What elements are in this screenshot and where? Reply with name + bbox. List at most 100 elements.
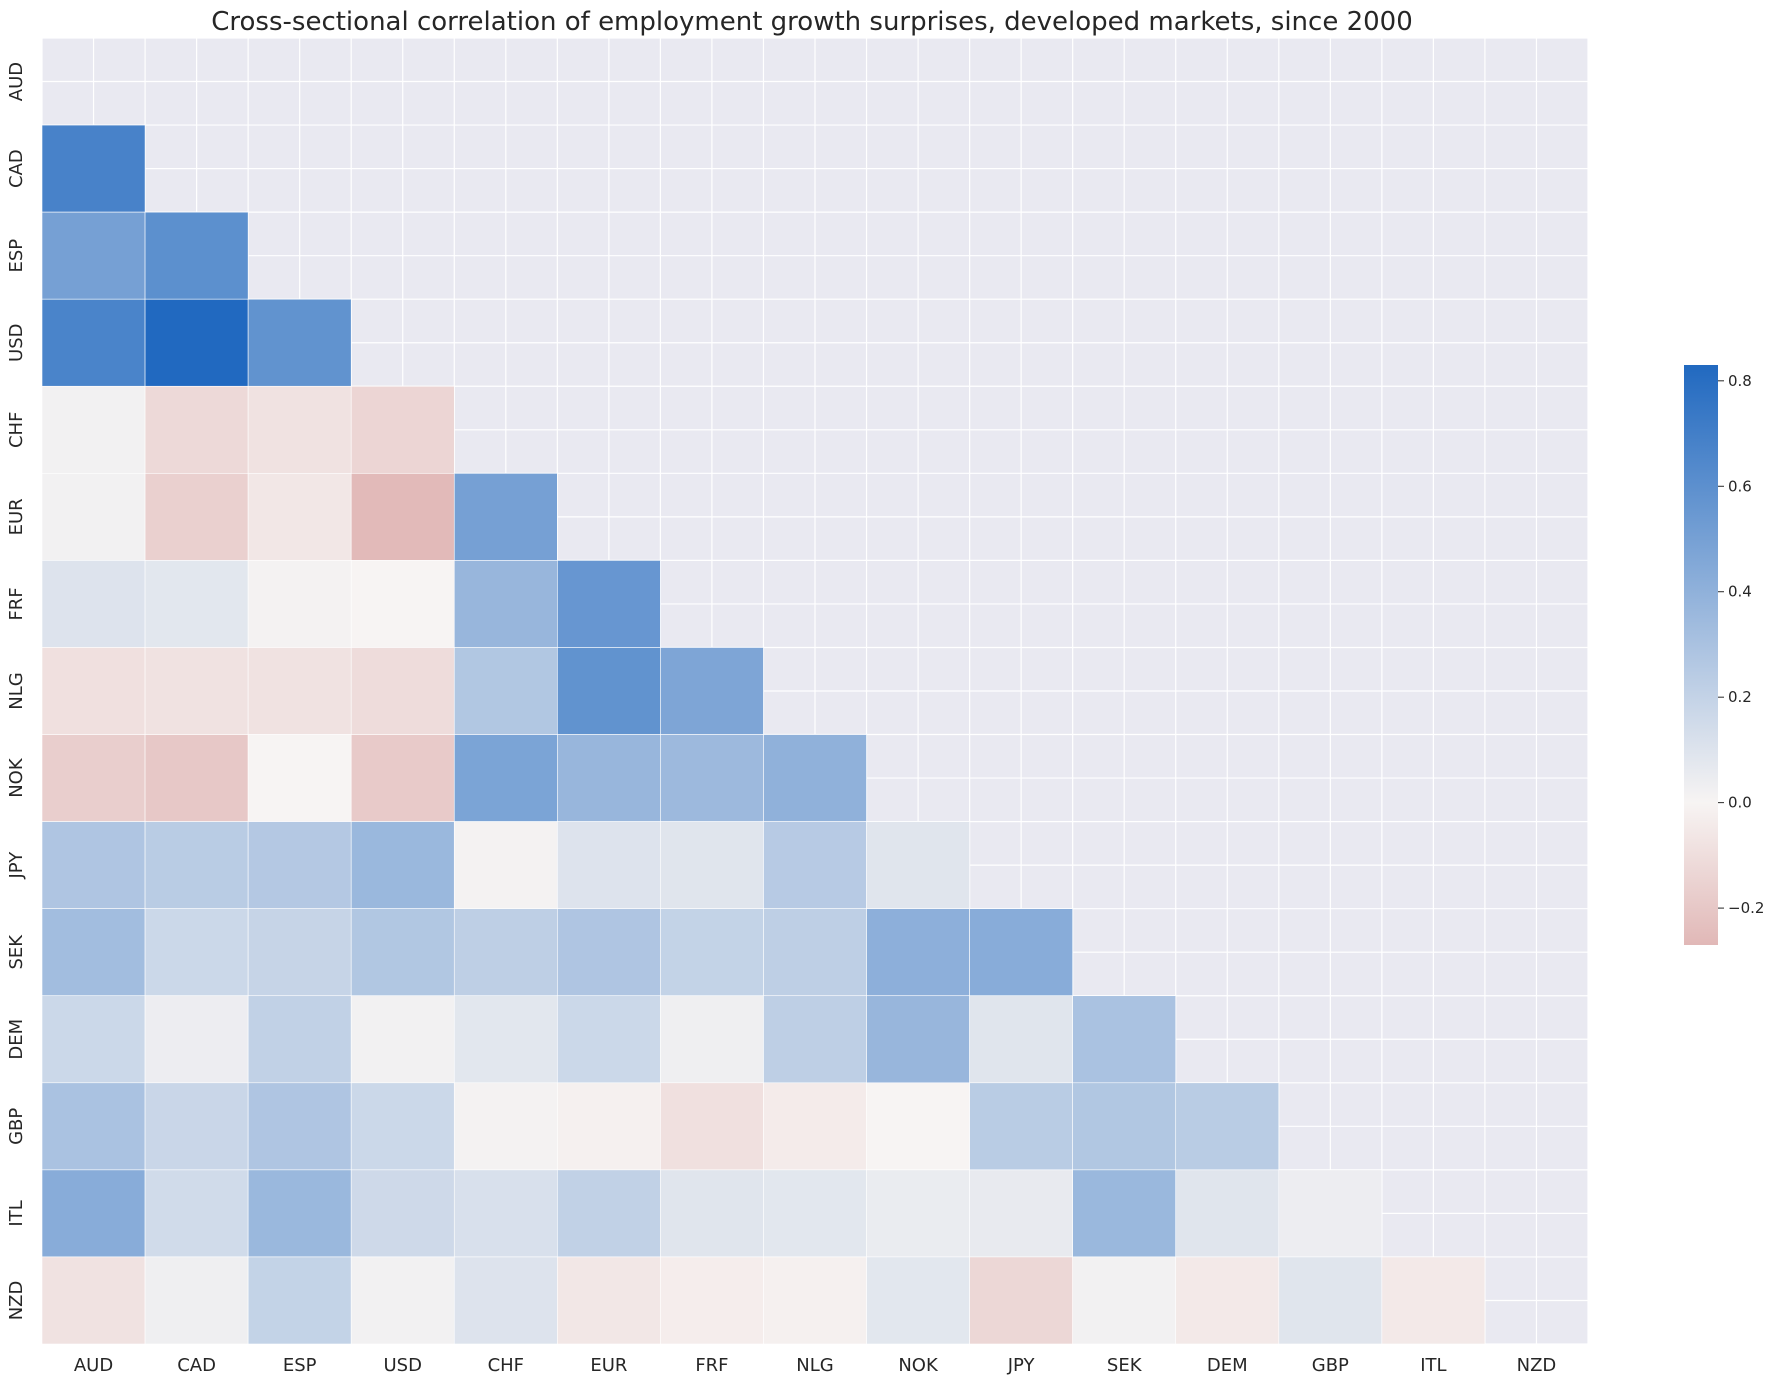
heatmap-cell-usd-cad: USD / CAD: 0.83 xyxy=(144,298,249,387)
heatmap-cell-itl-sek: ITL / SEK: 0.36 xyxy=(1072,1169,1177,1258)
y-tick-label: USD xyxy=(6,323,27,361)
heatmap-cell-nok-aud: NOK / AUD: -0.17 xyxy=(41,734,146,822)
heatmap-cell-gbp-frf: GBP / FRF: -0.09 xyxy=(660,1082,764,1171)
heatmap-cell-nzd-nlg: NZD / NLG: -0.02 xyxy=(763,1256,867,1345)
heatmap-cell-gbp-dem: GBP / DEM: 0.24 xyxy=(1175,1082,1280,1171)
heatmap-cell-gbp-nlg: GBP / NLG: -0.04 xyxy=(763,1082,867,1171)
heatmap-cell-nzd-itl: NZD / ITL: -0.05 xyxy=(1381,1256,1486,1345)
heatmap-cell-sek-aud: SEK / AUD: 0.33 xyxy=(41,908,146,997)
heatmap-cell-nlg-frf: NLG / FRF: 0.47 xyxy=(660,647,764,735)
heatmap-cell-gbp-sek: GBP / SEK: 0.27 xyxy=(1072,1082,1177,1171)
heatmap-cell-sek-nlg: SEK / NLG: 0.22 xyxy=(763,908,867,997)
heatmap-cell-jpy-eur: JPY / EUR: 0.1 xyxy=(557,821,661,909)
heatmap-cell-sek-cad: SEK / CAD: 0.17 xyxy=(144,908,249,997)
heatmap-cell-gbp-chf: GBP / CHF: 0.01 xyxy=(453,1082,558,1171)
heatmap-cell-nzd-dem: NZD / DEM: -0.05 xyxy=(1175,1256,1280,1345)
heatmap-cell-nlg-eur: NLG / EUR: 0.58 xyxy=(557,647,661,735)
heatmap-cell-itl-nok: ITL / NOK: 0.05 xyxy=(866,1169,970,1258)
heatmap-cell-nok-cad: NOK / CAD: -0.2 xyxy=(144,734,249,822)
chart-title: Cross-sectional correlation of employmen… xyxy=(211,7,1413,37)
x-tick-label: JPY xyxy=(1007,1355,1036,1376)
heatmap-cell-sek-chf: SEK / CHF: 0.22 xyxy=(453,908,558,997)
heatmap-cell-nok-frf: NOK / FRF: 0.35 xyxy=(660,734,764,822)
heatmap-cell-nzd-usd: NZD / USD: 0.02 xyxy=(350,1256,455,1345)
heatmap-cell-jpy-chf: JPY / CHF: 0.01 xyxy=(453,821,558,909)
heatmap-cell-nzd-aud: NZD / AUD: -0.08 xyxy=(41,1256,146,1345)
heatmap-cell-gbp-esp: GBP / ESP: 0.28 xyxy=(247,1082,352,1171)
colorbar-tick-label: 0.8 xyxy=(1728,372,1752,390)
heatmap-cell-nzd-jpy: NZD / JPY: -0.13 xyxy=(969,1256,1073,1345)
heatmap-cell-sek-nok: SEK / NOK: 0.41 xyxy=(866,908,970,997)
heatmap-cell-frf-chf: FRF / CHF: 0.37 xyxy=(453,560,558,648)
heatmap-cell-itl-nlg: ITL / NLG: 0.08 xyxy=(763,1169,867,1258)
x-tick-label: NLG xyxy=(796,1355,833,1376)
heatmap-cells: CAD / AUD: 0.68ESP / AUD: 0.5ESP / CAD: … xyxy=(41,124,1486,1345)
y-tick-label: EUR xyxy=(6,498,27,535)
heatmap-cell-jpy-usd: JPY / USD: 0.36 xyxy=(350,821,455,909)
heatmap-cell-jpy-nok: JPY / NOK: 0.09 xyxy=(866,821,970,909)
heatmap-cell-nzd-esp: NZD / ESP: 0.2 xyxy=(247,1256,352,1345)
heatmap-cell-nok-chf: NOK / CHF: 0.48 xyxy=(453,734,558,822)
y-tick-label: NOK xyxy=(6,757,27,798)
y-tick-label: SEK xyxy=(6,934,27,970)
x-tick-label: NZD xyxy=(1517,1355,1557,1376)
heatmap-cell-jpy-aud: JPY / AUD: 0.28 xyxy=(41,821,146,909)
y-tick-label: CHF xyxy=(6,412,27,448)
heatmap-cell-sek-frf: SEK / FRF: 0.2 xyxy=(660,908,764,997)
heatmap-cell-gbp-aud: GBP / AUD: 0.3 xyxy=(41,1082,146,1171)
x-tick-label: ITL xyxy=(1420,1355,1446,1376)
y-tick-label: AUD xyxy=(6,62,27,101)
heatmap-cell-dem-sek: DEM / SEK: 0.3 xyxy=(1072,995,1177,1084)
heatmap-cell-itl-gbp: ITL / GBP: 0.04 xyxy=(1278,1169,1383,1258)
x-tick-label: NOK xyxy=(898,1355,939,1376)
heatmap-cell-dem-nlg: DEM / NLG: 0.22 xyxy=(763,995,867,1084)
x-tick-label: CAD xyxy=(177,1355,216,1376)
heatmap-cell-frf-usd: FRF / USD: 0 xyxy=(350,560,455,648)
colorbar: 0.8 0.6 0.4 0.2 0.0 −0.2 xyxy=(1684,365,1764,945)
heatmap-cell-sek-eur: SEK / EUR: 0.28 xyxy=(557,908,661,997)
heatmap-cell-nlg-aud: NLG / AUD: -0.09 xyxy=(41,647,146,735)
heatmap-cell-usd-esp: USD / ESP: 0.58 xyxy=(247,298,352,387)
heatmap-cell-itl-aud: ITL / AUD: 0.43 xyxy=(41,1169,146,1258)
heatmap-cell-dem-usd: DEM / USD: 0.02 xyxy=(350,995,455,1084)
heatmap-cell-sek-jpy: SEK / JPY: 0.43 xyxy=(969,908,1073,997)
heatmap-cell-eur-aud: EUR / AUD: 0.02 xyxy=(41,473,146,561)
heatmap-cell-eur-usd: EUR / USD: -0.26 xyxy=(350,473,455,561)
heatmap-cell-nok-esp: NOK / ESP: 0 xyxy=(247,734,352,822)
heatmap-cell-gbp-eur: GBP / EUR: -0.02 xyxy=(557,1082,661,1171)
heatmap-cell-itl-chf: ITL / CHF: 0.12 xyxy=(453,1169,558,1258)
x-tick-label: ESP xyxy=(283,1355,317,1376)
heatmap-cell-frf-cad: FRF / CAD: 0.08 xyxy=(144,560,249,648)
heatmap-cell-chf-aud: CHF / AUD: 0.02 xyxy=(41,385,146,474)
heatmap-cell-nok-usd: NOK / USD: -0.19 xyxy=(350,734,455,822)
colorbar-tick-label: 0.0 xyxy=(1728,794,1752,812)
heatmap-cell-dem-eur: DEM / EUR: 0.17 xyxy=(557,995,661,1084)
heatmap-cell-itl-usd: ITL / USD: 0.16 xyxy=(350,1169,455,1258)
heatmap-cell-eur-cad: EUR / CAD: -0.16 xyxy=(144,473,249,561)
heatmap-cell-itl-frf: ITL / FRF: 0.09 xyxy=(660,1169,764,1258)
y-tick-label: ESP xyxy=(6,239,27,273)
heatmap-cell-itl-cad: ITL / CAD: 0.15 xyxy=(144,1169,249,1258)
heatmap-cell-chf-usd: CHF / USD: -0.14 xyxy=(350,385,455,474)
y-tick-label: JPY xyxy=(6,851,27,880)
heatmap-cell-gbp-nok: GBP / NOK: 0 xyxy=(866,1082,970,1171)
heatmap-cell-jpy-cad: JPY / CAD: 0.24 xyxy=(144,821,249,909)
heatmap-cell-nok-nlg: NOK / NLG: 0.4 xyxy=(763,734,867,822)
heatmap-cell-esp-aud: ESP / AUD: 0.5 xyxy=(41,211,146,300)
y-axis-tick-labels: AUD CAD ESP USD CHF EUR FRF NLG NOK JPY SEK DEM GBP I… xyxy=(6,62,27,1320)
heatmap-cell-gbp-usd: GBP / USD: 0.17 xyxy=(350,1082,455,1171)
heatmap-cell-frf-esp: FRF / ESP: 0.01 xyxy=(247,560,352,648)
heatmap-cell-nzd-chf: NZD / CHF: 0.1 xyxy=(453,1256,558,1345)
heatmap-cell-nzd-eur: NZD / EUR: -0.06 xyxy=(557,1256,661,1345)
heatmap-cell-nlg-esp: NLG / ESP: -0.08 xyxy=(247,647,352,735)
x-tick-label: AUD xyxy=(74,1355,113,1376)
y-tick-label: NLG xyxy=(6,672,27,709)
heatmap-cell-itl-jpy: ITL / JPY: 0.06 xyxy=(969,1169,1073,1258)
heatmap-cell-dem-cad: DEM / CAD: 0.04 xyxy=(144,995,249,1084)
colorbar-tick-label: 0.4 xyxy=(1728,583,1752,601)
heatmap-cell-gbp-cad: GBP / CAD: 0.18 xyxy=(144,1082,249,1171)
x-tick-label: CHF xyxy=(488,1355,524,1376)
heatmap-cell-nlg-usd: NLG / USD: -0.11 xyxy=(350,647,455,735)
heatmap-cell-chf-cad: CHF / CAD: -0.12 xyxy=(144,385,249,474)
